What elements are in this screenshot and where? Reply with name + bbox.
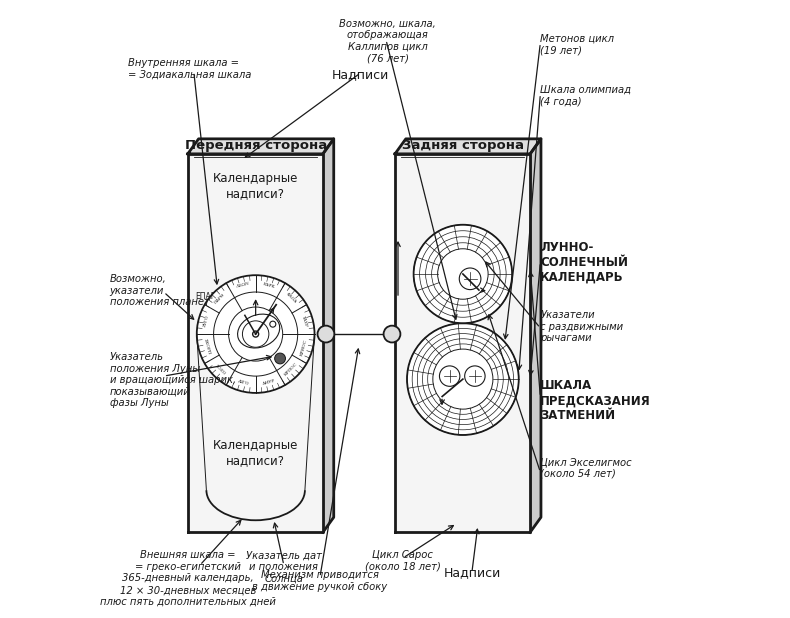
Circle shape [384, 326, 401, 342]
Polygon shape [188, 139, 333, 154]
Text: Указатель дат
и положения
Солнца: Указатель дат и положения Солнца [246, 550, 322, 583]
Circle shape [433, 349, 493, 409]
Circle shape [414, 225, 512, 323]
Text: Календарные
надписи?: Календарные надписи? [213, 172, 299, 200]
Circle shape [197, 275, 314, 393]
Circle shape [213, 292, 298, 376]
Text: ЕПАГ: ЕПАГ [196, 292, 216, 301]
Circle shape [439, 366, 460, 386]
Text: КPИОС: КPИОС [300, 339, 309, 356]
Text: Возможно, шкала,
отображающая
Каллипов цикл
(76 лет): Возможно, шкала, отображающая Каллипов ц… [340, 19, 436, 64]
Text: ΚΑΡΚ: ΚΑΡΚ [262, 282, 275, 289]
Circle shape [228, 307, 283, 361]
Text: ΑΙΓΟ: ΑΙΓΟ [236, 379, 249, 386]
Text: Календарные
надписи?: Календарные надписи? [213, 439, 299, 467]
Text: Метонов цикл
(19 лет): Метонов цикл (19 лет) [540, 34, 615, 56]
Text: ШКАЛА
ПРЕДСКАЗАНИЯ
ЗАТМЕНИЙ: ШКАЛА ПРЕДСКАЗАНИЯ ЗАТМЕНИЙ [540, 379, 651, 422]
Circle shape [270, 321, 276, 327]
Text: Возможно,
указатели
положения планет: Возможно, указатели положения планет [110, 274, 209, 307]
Text: Указатели
с раздвижными
рычагами: Указатели с раздвижными рычагами [540, 310, 623, 343]
Text: ΖΥΓΟ: ΖΥΓΟ [203, 315, 210, 328]
Polygon shape [188, 154, 323, 532]
Circle shape [459, 268, 481, 290]
Text: АНУР: АНУР [261, 379, 276, 386]
Text: Механизм приводится
в движение ручкой сбоку: Механизм приводится в движение ручкой сб… [252, 570, 387, 591]
Circle shape [275, 353, 285, 364]
Polygon shape [530, 139, 541, 532]
Polygon shape [323, 139, 333, 532]
Text: Передняя сторона: Передняя сторона [185, 139, 327, 152]
Circle shape [465, 366, 485, 386]
Polygon shape [395, 139, 541, 154]
Text: КРПОС: КРПОС [284, 362, 299, 377]
Circle shape [243, 321, 269, 347]
Circle shape [438, 249, 488, 299]
Text: Указатель
положения Луны
и вращающийся шарик,
показывающий
фазы Луны: Указатель положения Луны и вращающийся ш… [110, 352, 235, 408]
Circle shape [253, 331, 258, 337]
Text: Цикл Сарос
(около 18 лет): Цикл Сарос (около 18 лет) [365, 550, 441, 572]
Text: ΠΑΡΘ: ΠΑΡΘ [214, 292, 226, 305]
Text: Внутренняя шкала =
= Зодиакальная шкала: Внутренняя шкала = = Зодиакальная шкала [128, 57, 251, 79]
Circle shape [318, 326, 334, 342]
Text: Надписи: Надписи [443, 567, 501, 580]
Text: ΛΕΩΝ: ΛΕΩΝ [235, 282, 250, 289]
Text: Надписи: Надписи [332, 68, 389, 81]
Text: Внешняя шкала =
= греко-египетский
365-дневный календарь,
12 × 30-дневных месяце: Внешняя шкала = = греко-египетский 365-д… [100, 550, 276, 607]
Circle shape [407, 323, 519, 435]
Text: TΑΥΡ: TΑΥΡ [301, 315, 308, 328]
Text: ΦΛΟΑ: ΦΛΟΑ [285, 292, 298, 305]
Text: Шкала олимпиад
(4 года): Шкала олимпиад (4 года) [540, 85, 631, 106]
Text: ЛУННО-
СОЛНЕЧНЫЙ
КАЛЕНДАРЬ: ЛУННО- СОЛНЕЧНЫЙ КАЛЕНДАРЬ [540, 241, 628, 284]
Text: ΤΟΞΟ: ΤΟΞΟ [214, 363, 226, 376]
Text: Задняя сторона: Задняя сторона [402, 139, 524, 152]
Polygon shape [395, 154, 530, 532]
Text: Цикл Экселигмос
(около 54 лет): Цикл Экселигмос (около 54 лет) [540, 457, 632, 479]
Text: ΣΚΟΡΠ: ΣΚΟΡΠ [203, 339, 211, 356]
